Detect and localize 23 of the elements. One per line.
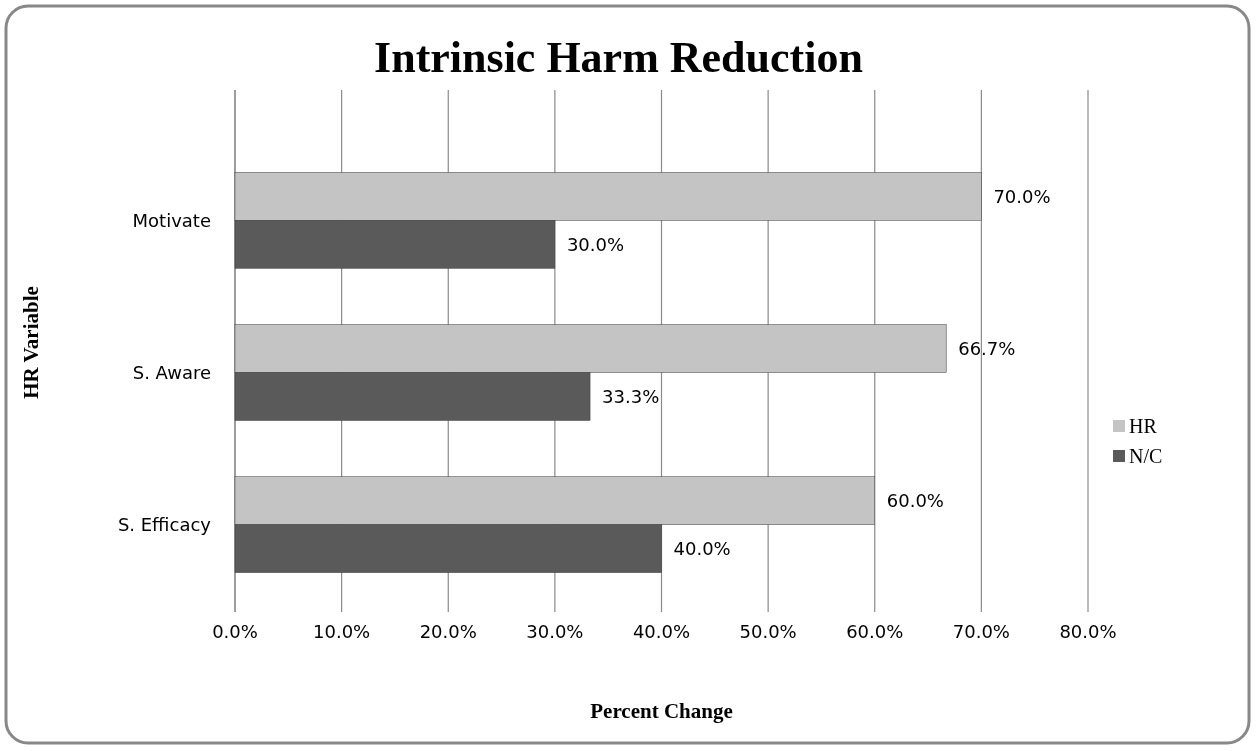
x-tick-label: 60.0% [846,621,904,642]
data-label: 60.0% [886,490,944,512]
data-label: 30.0% [566,233,625,255]
x-tick-label: 30.0% [526,621,584,642]
legend-label: HR [1129,415,1158,437]
x-tick-label: 50.0% [739,621,797,642]
x-tick-label: 20.0% [419,621,477,642]
x-tick-label: 80.0% [1059,621,1117,642]
x-axis-title: Percent Change [590,699,733,723]
data-label: 33.3% [602,385,660,407]
x-tick-label: 10.0% [313,621,371,642]
y-tick-label: Motivate [132,209,211,231]
legend-label: N/C [1129,445,1163,467]
chart-title: Intrinsic Harm Reduction [374,33,863,82]
y-axis-title: HR Variable [19,286,43,399]
y-tick-label: S. Efficacy [117,514,212,536]
data-label: 70.0% [993,185,1051,207]
x-tick-label: 40.0% [632,621,691,642]
x-tick-label: 0.0% [212,621,258,642]
data-label: 40.0% [673,538,731,560]
x-tick-label: 70.0% [952,621,1010,642]
y-tick-label: S. Aware [132,362,211,383]
data-label: 66.7% [958,338,1016,360]
